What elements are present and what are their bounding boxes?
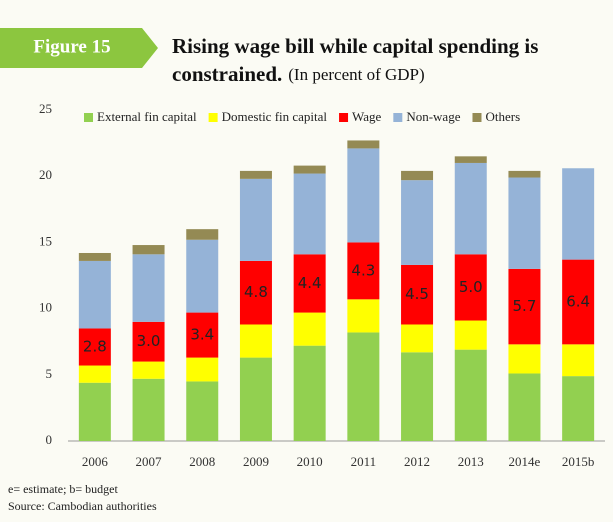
x-tick-label: 2011 xyxy=(351,454,377,469)
bar-segment xyxy=(132,245,165,255)
bar-segment xyxy=(347,299,380,333)
legend-label: External fin capital xyxy=(97,109,197,124)
bar-segment xyxy=(239,170,272,179)
x-tick-label: 2009 xyxy=(243,454,269,469)
bar-segment xyxy=(401,352,434,441)
bar-segment xyxy=(78,382,111,441)
legend-swatch xyxy=(472,113,482,122)
data-label: 5.0 xyxy=(459,278,483,296)
figure-label: Figure 15 xyxy=(33,36,110,57)
bar-segment xyxy=(347,332,380,441)
bar-segment xyxy=(454,162,487,255)
bar-segment xyxy=(132,321,165,362)
bar-segment xyxy=(401,324,434,353)
bar-segment xyxy=(186,357,219,382)
bar-segment xyxy=(508,177,541,269)
bar-segment xyxy=(186,229,219,240)
x-tick-label: 2014e xyxy=(509,454,541,469)
bar-segment xyxy=(293,312,326,346)
legend-swatch xyxy=(84,113,93,122)
data-label: 4.4 xyxy=(298,274,322,292)
legend-swatch xyxy=(208,113,218,122)
bar-segment xyxy=(401,170,434,181)
bar-segment xyxy=(186,312,219,358)
note: Source: Cambodian authorities xyxy=(8,499,157,513)
bar-segment xyxy=(454,320,487,350)
bar-segment xyxy=(239,178,272,261)
bar-segment xyxy=(562,376,595,441)
bar-segment xyxy=(186,381,219,441)
bar-segment xyxy=(239,260,272,325)
x-tick-label: 2008 xyxy=(189,454,215,469)
bar-segment xyxy=(239,357,272,441)
y-tick-label: 15 xyxy=(39,233,52,248)
legend-label: Non-wage xyxy=(406,109,460,124)
chart-subtitle: constrained. (In percent of GDP) xyxy=(172,62,425,86)
subtitle-text: (In percent of GDP) xyxy=(288,65,424,84)
y-tick-label: 0 xyxy=(46,432,53,447)
bar-segment xyxy=(78,365,111,383)
figure-badge xyxy=(0,28,158,68)
bar-segment xyxy=(347,140,380,149)
bar-segment xyxy=(78,328,111,366)
chart-title: Rising wage bill while capital spending … xyxy=(172,34,538,58)
bar-segment xyxy=(508,373,541,441)
legend-swatch xyxy=(393,113,403,122)
x-tick-label: 2013 xyxy=(458,454,484,469)
bar-segment xyxy=(508,344,541,374)
bar-segment xyxy=(347,148,380,243)
bar-segment xyxy=(132,361,165,379)
bar-segment xyxy=(293,173,326,255)
data-label: 5.7 xyxy=(513,297,537,315)
bar-segment xyxy=(562,344,595,377)
data-label: 4.8 xyxy=(244,283,268,301)
data-label: 3.4 xyxy=(190,326,214,344)
data-label: 4.5 xyxy=(405,285,429,303)
bar-segment xyxy=(562,168,595,260)
y-tick-label: 5 xyxy=(46,366,53,381)
bar-segment xyxy=(132,378,165,441)
bar-segment xyxy=(186,239,219,313)
bar-segment xyxy=(454,349,487,441)
bar-segment xyxy=(293,165,326,174)
bar-segment xyxy=(293,345,326,441)
bar-segment xyxy=(239,324,272,358)
y-tick-label: 20 xyxy=(39,167,52,182)
legend-label: Wage xyxy=(352,109,381,124)
data-label: 2.8 xyxy=(83,337,107,355)
bar-segment xyxy=(401,180,434,265)
legend-label: Others xyxy=(485,109,520,124)
bar-segment xyxy=(78,252,111,261)
bar-segment xyxy=(78,260,111,329)
x-tick-label: 2012 xyxy=(404,454,430,469)
bar-segment xyxy=(508,170,541,178)
x-tick-label: 2007 xyxy=(136,454,163,469)
x-tick-label: 2010 xyxy=(297,454,323,469)
title-text: Rising wage bill while capital spending … xyxy=(172,34,538,58)
bar-segment xyxy=(454,254,487,321)
bar-segment xyxy=(454,156,487,163)
legend-swatch xyxy=(339,113,349,122)
x-tick-label: 2015b xyxy=(562,454,595,469)
data-label: 4.3 xyxy=(351,261,375,279)
bar-segment xyxy=(293,254,326,313)
data-label: 6.4 xyxy=(566,292,590,310)
legend-label: Domestic fin capital xyxy=(222,109,328,124)
x-tick-label: 2006 xyxy=(82,454,109,469)
data-label: 3.0 xyxy=(137,332,161,350)
y-tick-label: 10 xyxy=(39,300,52,315)
title-text: constrained. xyxy=(172,62,282,86)
bar-segment xyxy=(347,242,380,300)
bar-segment xyxy=(562,259,595,345)
bar-segment xyxy=(508,268,541,345)
bar-segment xyxy=(132,254,165,322)
y-tick-label: 25 xyxy=(39,101,52,116)
bar-segment xyxy=(401,264,434,325)
note: e= estimate; b= budget xyxy=(8,482,119,496)
